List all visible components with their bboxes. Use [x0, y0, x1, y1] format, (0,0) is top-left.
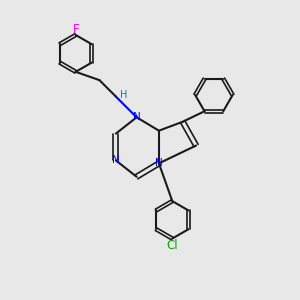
Text: N: N	[133, 112, 140, 122]
Text: F: F	[72, 22, 79, 35]
Text: N: N	[112, 155, 120, 165]
Text: H: H	[121, 90, 128, 100]
Text: Cl: Cl	[167, 238, 178, 252]
Text: N: N	[155, 158, 163, 168]
